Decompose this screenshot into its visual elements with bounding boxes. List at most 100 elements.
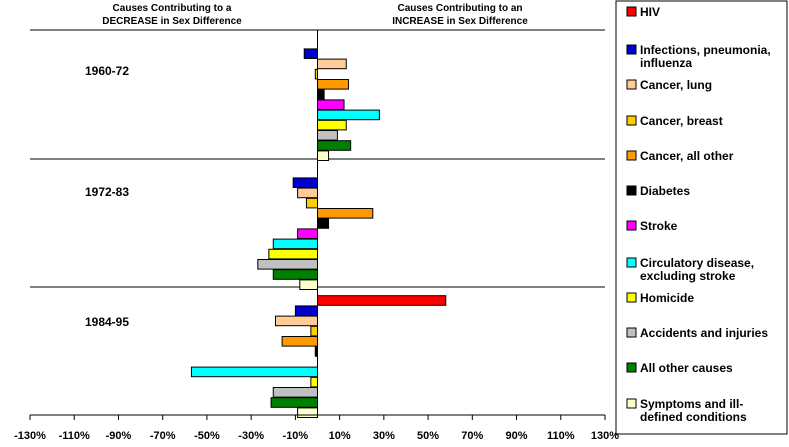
legend-item-1: HIV — [626, 5, 660, 19]
bar-1972-83-9 — [268, 248, 319, 260]
x-tick-label: -10% — [283, 430, 309, 442]
legend-swatch — [626, 185, 637, 196]
header-right: Causes Contributing to an INCREASE in Se… — [392, 3, 528, 27]
bar-1984-95-4 — [310, 325, 319, 337]
x-tick-label: 130% — [591, 430, 619, 442]
bar-1972-83-12 — [299, 279, 318, 290]
x-tick-label: -90% — [106, 430, 132, 442]
legend-label: Homicide — [640, 291, 694, 305]
bar-1972-83-4 — [305, 197, 319, 209]
x-tick-label: -30% — [238, 430, 264, 442]
bar-1972-83-5 — [317, 208, 374, 219]
legend-item-2: Infections, pneumonia,influenza — [626, 43, 771, 70]
bar-1972-83-11 — [272, 269, 318, 280]
legend-label: All other causes — [640, 361, 733, 375]
legend-item-7: Stroke — [626, 219, 678, 233]
group-label: 1972-83 — [85, 185, 129, 199]
legend-label: HIV — [640, 5, 660, 19]
bar-1984-95-10 — [272, 387, 318, 398]
legend-swatch — [626, 257, 637, 268]
bar-1984-95-12 — [297, 407, 319, 418]
bar-1984-95-11 — [270, 397, 318, 408]
legend-label: Diabetes — [640, 184, 690, 198]
bar-1960-72-9 — [317, 119, 347, 131]
legend-label: influenza — [640, 56, 692, 70]
legend-item-10: Accidents and injuries — [626, 326, 768, 340]
header-right-line-2: INCREASE in Sex Difference — [392, 16, 528, 27]
header-right-line-1: Causes Contributing to an — [398, 3, 523, 14]
legend-swatch — [626, 398, 637, 409]
group-1960-72: 1960-72 — [85, 48, 380, 161]
x-tick-label: 90% — [506, 430, 528, 442]
x-tick-label: 10% — [329, 430, 351, 442]
legend-label: Stroke — [640, 219, 678, 233]
legend-label: Cancer, all other — [640, 149, 734, 163]
x-tick-label: 50% — [417, 430, 439, 442]
bar-1972-83-6 — [317, 218, 330, 229]
x-tick-label: -70% — [150, 430, 176, 442]
legend-swatch — [626, 44, 637, 55]
bar-1972-83-10 — [257, 259, 318, 270]
legend-swatch — [626, 220, 637, 231]
x-tick-label: 30% — [373, 430, 395, 442]
legend-swatch — [626, 150, 637, 161]
legend-swatch — [626, 327, 637, 338]
group-label: 1960-72 — [85, 64, 129, 78]
legend-label: Cancer, breast — [640, 114, 723, 128]
legend-swatch — [626, 79, 637, 90]
group-label: 1984-95 — [85, 315, 129, 329]
bar-1960-72-11 — [317, 140, 352, 151]
legend-label: defined conditions — [640, 410, 747, 424]
legend-swatch — [626, 292, 637, 303]
bar-1972-83-8 — [272, 238, 318, 250]
bar-1984-95-8 — [190, 366, 318, 378]
bar-1960-72-7 — [317, 99, 345, 111]
bar-1960-72-6 — [317, 89, 325, 100]
legend-item-8: Circulatory disease,excluding stroke — [626, 256, 754, 283]
legend-label: Accidents and injuries — [640, 326, 768, 340]
bar-1984-95-5 — [281, 336, 319, 347]
legend-swatch — [626, 6, 637, 17]
group-1984-95: 1984-95 — [85, 295, 447, 418]
legend-box — [615, 0, 788, 435]
legend-item-11: All other causes — [626, 361, 733, 375]
x-tick-label: -130% — [14, 430, 46, 442]
legend-label: excluding stroke — [640, 269, 736, 283]
legend-item-4: Cancer, breast — [626, 114, 723, 128]
bar-1960-72-10 — [317, 130, 338, 141]
bar-1972-83-2 — [292, 177, 318, 188]
group-1972-83: 1972-83 — [85, 177, 374, 290]
legend-label: Infections, pneumonia, — [640, 43, 771, 57]
header-left: Causes Contributing to a DECREASE in Sex… — [102, 3, 242, 27]
legend-swatch — [626, 115, 637, 126]
plot-area: 1960-72 1972-83 1984-95 -130% -110% -90% -70% -… — [14, 29, 619, 442]
legend-item-6: Diabetes — [626, 184, 690, 198]
bar-1984-95-1 — [317, 295, 447, 306]
x-tick-label: -50% — [194, 430, 220, 442]
bar-1984-95-2 — [294, 305, 318, 316]
legend-label: Circulatory disease, — [640, 256, 754, 270]
x-tick-label: -110% — [59, 430, 90, 442]
header-left-line-1: Causes Contributing to a — [113, 3, 232, 14]
x-tick-label: 70% — [461, 430, 483, 442]
legend: HIV Infections, pneumonia,influenza Cancer… — [615, 0, 788, 435]
x-tick-label: 110% — [547, 430, 575, 442]
bar-1984-95-9 — [310, 376, 319, 388]
legend-swatch — [626, 362, 637, 373]
bar-1960-72-3 — [317, 58, 347, 70]
legend-item-3: Cancer, lung — [626, 78, 712, 92]
bar-1984-95-3 — [274, 315, 319, 327]
bar-1960-72-2 — [303, 48, 319, 60]
header-left-line-2: DECREASE in Sex Difference — [102, 16, 242, 27]
legend-label: Symptoms and ill- — [640, 397, 743, 411]
bar-1960-72-8 — [317, 109, 380, 121]
legend-item-12: Symptoms and ill-defined conditions — [626, 397, 747, 424]
legend-label: Cancer, lung — [640, 78, 712, 92]
bar-1960-72-5 — [317, 79, 349, 90]
bar-1972-83-7 — [297, 228, 319, 239]
bar-1972-83-3 — [297, 187, 319, 199]
bar-1960-72-12 — [317, 150, 330, 161]
legend-item-9: Homicide — [626, 291, 694, 305]
legend-item-5: Cancer, all other — [626, 149, 734, 163]
